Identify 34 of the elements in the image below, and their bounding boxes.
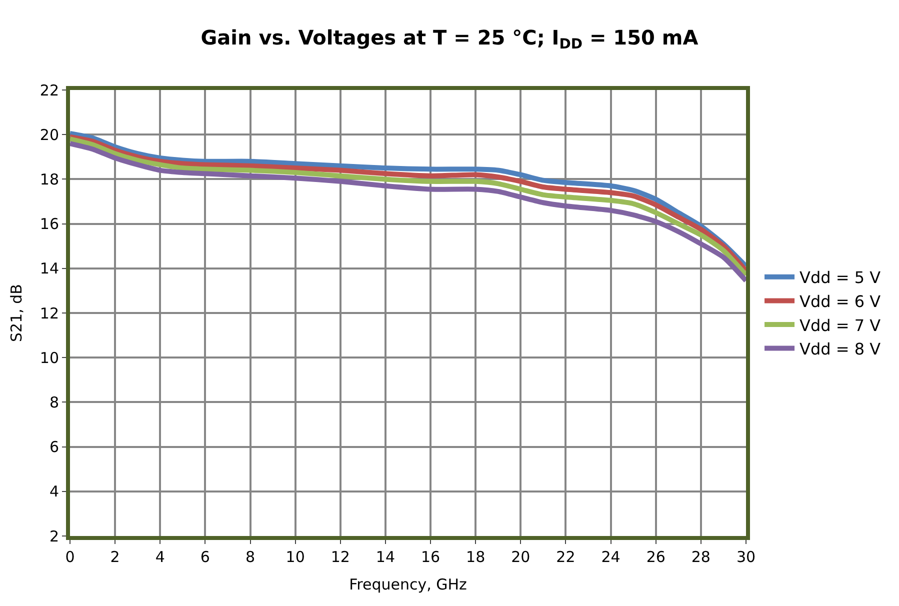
y-tick-label: 22 — [40, 81, 59, 100]
x-tick-label: 14 — [376, 548, 396, 566]
y-tick-label: 2 — [49, 527, 59, 546]
x-axis-title: Frequency, GHz — [349, 576, 468, 594]
y-tick-label: 12 — [40, 304, 59, 322]
legend-label: Vdd = 6 V — [800, 292, 881, 311]
x-tick-label: 10 — [286, 548, 305, 566]
y-tick-label: 8 — [49, 393, 59, 412]
x-tick-label: 8 — [245, 548, 256, 566]
x-tick-label: 2 — [110, 548, 120, 566]
x-tick-label: 28 — [691, 548, 710, 566]
legend-label: Vdd = 5 V — [800, 268, 881, 288]
x-tick-label: 24 — [601, 548, 620, 566]
x-tick-label: 6 — [200, 548, 210, 566]
x-tick-label: 4 — [155, 548, 165, 566]
legend-label: Vdd = 7 V — [800, 316, 881, 335]
y-tick-label: 14 — [40, 260, 59, 278]
y-tick-label: 20 — [40, 126, 59, 144]
x-tick-label: 0 — [65, 548, 75, 566]
x-tick-label: 26 — [646, 548, 666, 566]
y-axis-title: S21, dB — [8, 284, 26, 342]
y-tick-label: 18 — [40, 170, 59, 188]
x-tick-label: 18 — [466, 548, 486, 566]
y-tick-label: 6 — [49, 438, 59, 456]
chart-title: Gain vs. Voltages at T = 25 °C; I$_{DD}$ = 150 mA — [200, 25, 699, 52]
x-tick-label: 16 — [420, 548, 440, 566]
y-tick-label: 4 — [49, 482, 59, 501]
x-tick-label: 12 — [330, 548, 350, 566]
y-tick-label: 16 — [40, 215, 59, 234]
y-tick-label: 10 — [40, 348, 59, 367]
x-tick-label: 30 — [736, 548, 756, 566]
legend-label: Vdd = 8 V — [800, 340, 881, 359]
x-tick-label: 22 — [556, 548, 576, 566]
x-tick-label: 20 — [511, 548, 530, 566]
